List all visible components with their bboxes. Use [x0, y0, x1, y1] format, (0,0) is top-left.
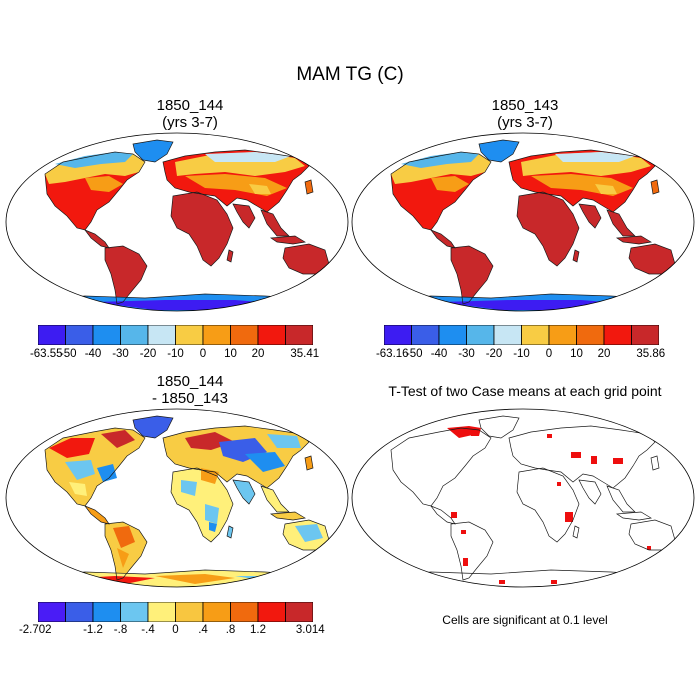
- colorbar-tick-label: -40: [84, 348, 102, 360]
- colorbar-tick-label: 0: [545, 348, 553, 360]
- panel-title-line1: T-Test of two Case means at each grid po…: [388, 383, 662, 399]
- colorbar-swatch: [202, 325, 231, 345]
- map-1850-144: [5, 132, 349, 312]
- colorbar-swatch: [631, 325, 659, 345]
- colorbar-swatch: [411, 325, 440, 345]
- colorbar-difference: [38, 602, 313, 622]
- colorbar-swatch: [147, 325, 176, 345]
- colorbar-tick-label: -50: [59, 348, 77, 360]
- colorbar-tick-label: 20: [251, 348, 265, 360]
- colorbar-swatch: [92, 602, 121, 622]
- colorbar-swatch: [65, 602, 94, 622]
- map-difference: [5, 408, 349, 588]
- colorbar-tick-label: -10: [167, 348, 184, 360]
- colorbar-tick-label: -20: [485, 348, 503, 360]
- colorbar-tick-label: 1.2: [250, 624, 266, 636]
- colorbar-tick-label: 0: [199, 348, 207, 360]
- colorbar-swatch: [120, 325, 149, 345]
- panel-title-line2: (yrs 3-7): [497, 114, 553, 131]
- colorbar-swatch: [521, 325, 550, 345]
- colorbar-tick-label: -30: [112, 348, 129, 360]
- colorbar-swatch: [92, 325, 121, 345]
- colorbar-swatch: [65, 325, 94, 345]
- colorbar-swatch: [257, 325, 286, 345]
- colorbar-swatch: [466, 325, 495, 345]
- significance-note: Cells are significant at 0.1 level: [442, 613, 608, 627]
- panel-title-bottom-right: T-Test of two Case means at each grid po…: [352, 383, 698, 400]
- colorbar-tick-label: -50: [405, 348, 423, 360]
- colorbar-tick-label: -.8: [113, 624, 128, 636]
- panel-title-top-right: 1850_143 (yrs 3-7): [360, 97, 690, 131]
- colorbar-swatch: [438, 325, 467, 345]
- colorbar-tick-label: -63.55: [29, 348, 63, 360]
- panel-title-line1: 1850_143: [491, 97, 559, 114]
- colorbar-tick-label: -2.702: [18, 624, 52, 636]
- colorbar-swatch: [285, 325, 313, 345]
- colorbar-1850-144-labels: -63.55 -50 -40 -30 -20 -10 0 10 20 35.41: [30, 348, 319, 364]
- colorbar-1850-143: [384, 325, 659, 345]
- colorbar-tick-label: -30: [458, 348, 475, 360]
- colorbar-tick-label: 3.014: [295, 624, 325, 636]
- panel-title-top-left: 1850_144 (yrs 3-7): [25, 97, 355, 131]
- colorbar-swatch: [202, 602, 231, 622]
- colorbar-swatch: [603, 325, 632, 345]
- colorbar-swatch: [175, 602, 204, 622]
- colorbar-difference-labels: -2.702 -1.2 -.8 -.4 0 .4 .8 1.2 3.014: [19, 624, 325, 640]
- colorbar-tick-label: -.4: [141, 624, 155, 636]
- colorbar-swatch: [175, 325, 204, 345]
- colorbar-tick-label: 20: [597, 348, 611, 360]
- colorbar-tick-label: -20: [139, 348, 157, 360]
- colorbar-swatch: [38, 602, 66, 622]
- colorbar-tick-label: 35.86: [636, 348, 666, 360]
- colorbar-tick-label: 10: [570, 348, 583, 360]
- colorbar-1850-143-labels: -63.16 -50 -40 -30 -20 -10 0 10 20 35.86: [376, 348, 665, 364]
- map-1850-143: [351, 132, 695, 312]
- panel-title-line1: 1850_144: [156, 97, 224, 114]
- colorbar-swatch: [230, 602, 259, 622]
- colorbar-tick-label: .4: [198, 624, 208, 636]
- colorbar-swatch: [285, 602, 313, 622]
- colorbar-tick-label: -1.2: [83, 624, 103, 636]
- panel-title-line1: 1850_144: [156, 373, 224, 390]
- colorbar-tick-label: 10: [224, 348, 237, 360]
- map-significance: [351, 408, 695, 588]
- colorbar-tick-label: 35.41: [290, 348, 320, 360]
- colorbar-swatch: [257, 602, 286, 622]
- figure-title: MAM TG (C): [296, 64, 404, 85]
- colorbar-swatch: [548, 325, 577, 345]
- colorbar-swatch: [493, 325, 522, 345]
- panel-title-line2: - 1850_143: [152, 390, 228, 407]
- colorbar-tick-label: -10: [513, 348, 530, 360]
- colorbar-tick-label: -40: [430, 348, 448, 360]
- colorbar-1850-144: [38, 325, 313, 345]
- panel-title-bottom-left: 1850_144 - 1850_143: [25, 373, 355, 407]
- colorbar-tick-label: -63.16: [375, 348, 409, 360]
- colorbar-swatch: [147, 602, 176, 622]
- colorbar-swatch: [38, 325, 66, 345]
- colorbar-swatch: [230, 325, 259, 345]
- colorbar-tick-label: .8: [225, 624, 236, 636]
- panel-title-line2: (yrs 3-7): [162, 114, 218, 131]
- colorbar-tick-label: 0: [172, 624, 179, 636]
- colorbar-swatch: [120, 602, 149, 622]
- colorbar-swatch: [576, 325, 605, 345]
- colorbar-swatch: [384, 325, 412, 345]
